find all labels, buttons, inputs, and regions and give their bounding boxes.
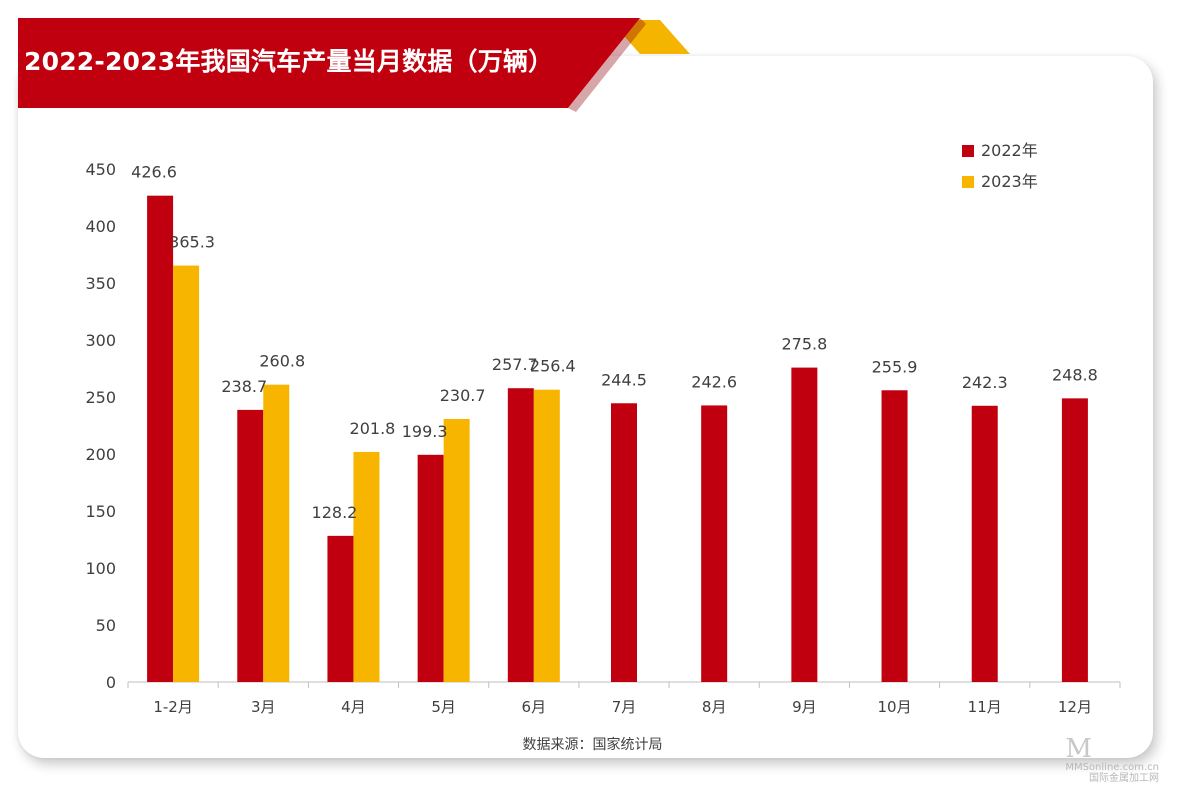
data-label: 128.2 bbox=[312, 503, 358, 522]
bar-2023 bbox=[443, 419, 470, 682]
data-label: 242.3 bbox=[962, 373, 1008, 392]
data-label: 199.3 bbox=[402, 422, 448, 441]
y-tick-label: 250 bbox=[85, 388, 116, 407]
chart-card bbox=[18, 56, 1153, 758]
watermark-logo: M bbox=[1065, 734, 1092, 764]
watermark-url: MMSonline.com.cn bbox=[1065, 762, 1159, 773]
chart-title: 2022-2023年我国汽车产量当月数据（万辆） bbox=[24, 47, 554, 76]
bars bbox=[147, 195, 1088, 682]
banner-ribbon bbox=[18, 18, 640, 108]
x-tick-label: 10月 bbox=[877, 698, 911, 716]
x-tick-label: 4月 bbox=[341, 698, 366, 716]
data-label: 256.4 bbox=[530, 357, 576, 376]
data-label: 257.7 bbox=[492, 355, 538, 374]
x-tick-label: 3月 bbox=[251, 698, 276, 716]
x-tick-label: 11月 bbox=[968, 698, 1002, 716]
bar-2022 bbox=[791, 367, 818, 682]
y-tick-label: 200 bbox=[85, 445, 116, 464]
watermark: M MMSonline.com.cn 国际金属加工网 bbox=[1065, 736, 1159, 784]
data-label: 260.8 bbox=[259, 352, 305, 371]
x-tick-label: 8月 bbox=[702, 698, 727, 716]
data-label: 244.5 bbox=[601, 370, 647, 389]
y-tick-label: 150 bbox=[85, 502, 116, 521]
bar-2022 bbox=[417, 454, 444, 682]
bar-2022 bbox=[237, 409, 264, 682]
x-tick-label: 9月 bbox=[792, 698, 817, 716]
title-banner bbox=[18, 18, 690, 112]
watermark-name: 国际金属加工网 bbox=[1089, 773, 1159, 784]
banner-shadow bbox=[568, 18, 646, 112]
data-label: 238.7 bbox=[221, 377, 267, 396]
bar-2022 bbox=[881, 390, 908, 682]
y-tick-label: 0 bbox=[106, 673, 116, 692]
bar-2023 bbox=[173, 265, 200, 682]
y-tick-label: 50 bbox=[96, 616, 116, 635]
x-tick-label: 7月 bbox=[612, 698, 637, 716]
data-label: 242.6 bbox=[691, 372, 737, 391]
legend-label: 2023年 bbox=[981, 172, 1038, 191]
bar-2023 bbox=[353, 451, 380, 682]
y-tick-label: 100 bbox=[85, 559, 116, 578]
y-tick-label: 450 bbox=[85, 160, 116, 179]
y-tick-label: 350 bbox=[85, 274, 116, 293]
data-label: 230.7 bbox=[440, 386, 486, 405]
bar-2023 bbox=[533, 389, 560, 682]
bar-2023 bbox=[263, 384, 290, 682]
y-axis: 0 50 100 150 200 250 300 350 400 450 bbox=[85, 160, 116, 692]
x-tick-label: 1-2月 bbox=[153, 698, 193, 716]
data-label: 365.3 bbox=[169, 233, 215, 252]
bar-2022 bbox=[1061, 398, 1088, 682]
y-tick-label: 300 bbox=[85, 331, 116, 350]
bar-2022 bbox=[701, 405, 728, 682]
x-tick-label: 12月 bbox=[1058, 698, 1092, 716]
bar-2022 bbox=[971, 405, 998, 682]
x-tick-label: 5月 bbox=[431, 698, 456, 716]
bar-2022 bbox=[611, 403, 637, 682]
data-label: 426.6 bbox=[131, 163, 177, 182]
y-tick-label: 400 bbox=[85, 217, 116, 236]
x-tick-label: 6月 bbox=[522, 698, 547, 716]
data-label: 248.8 bbox=[1052, 365, 1098, 384]
data-labels: 426.6 365.3 238.7 260.8 128.2 201.8 199.3 230.7… bbox=[131, 163, 1098, 522]
legend-swatch bbox=[962, 145, 974, 157]
data-label: 275.8 bbox=[781, 335, 827, 354]
bar-2022 bbox=[507, 388, 534, 682]
data-label: 201.8 bbox=[350, 419, 396, 438]
bar-2022 bbox=[327, 535, 354, 682]
legend: 2022年 2023年 bbox=[962, 141, 1038, 191]
data-label: 255.9 bbox=[872, 357, 918, 376]
legend-label: 2022年 bbox=[981, 141, 1038, 160]
x-axis: 1-2月 3月 4月 5月 6月 7月 8月 9月 10月 11月 12月 bbox=[127, 681, 1121, 716]
legend-swatch bbox=[962, 176, 974, 188]
bar-2022 bbox=[147, 195, 174, 682]
data-source: 数据来源：国家统计局 bbox=[522, 737, 663, 753]
